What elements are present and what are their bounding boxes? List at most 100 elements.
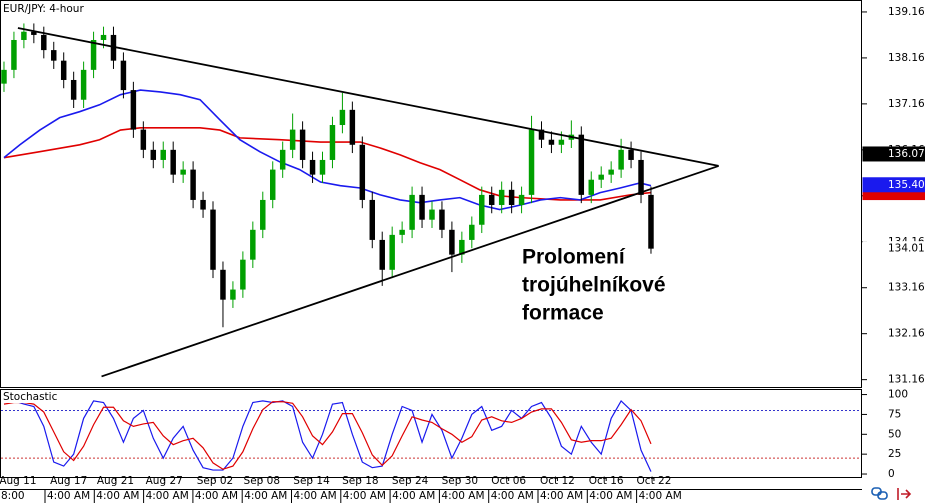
candle-body [110,34,117,61]
time-label: 8:00 [1,490,25,502]
x-tick-label: Sep 24 [392,475,429,487]
y-tick-label: 139.16 [888,6,925,18]
candle-body [120,60,127,91]
time-label: 4:00 AM [639,490,682,502]
x-tick-label: Aug 21 [97,475,134,487]
time-label: 4:00 AM [146,490,189,502]
candle-body [538,129,545,140]
candle-body [1,69,7,84]
stochastic-line [3,399,652,472]
candle-body [140,129,147,150]
price-marker-label: 135.40 [888,179,925,191]
candle-body [51,50,57,61]
panel-title: Stochastic [3,391,58,403]
y-tick-label: 25 [888,448,901,460]
candle-body [389,234,395,270]
candle-body [100,34,107,40]
y-tick-label: 133.16 [888,282,925,294]
candle-body [588,179,594,195]
candle-body [11,39,17,70]
x-tick-label: Sep 18 [342,475,379,487]
candle-body [429,209,435,220]
x-tick-label: Aug 11 [0,475,37,487]
candle-body [299,129,306,160]
x-tick-label: Oct 22 [637,475,672,487]
candle-body [449,229,455,255]
candle-body [70,79,77,100]
candle-body [220,269,226,300]
x-tick-label: Oct 16 [589,475,624,487]
moving-average [3,89,652,211]
price-marker [862,177,925,193]
candle-body [508,189,515,205]
y-tick-label: 100 [888,389,908,401]
y-tick-label: 50 [888,428,901,440]
candle-body [200,199,206,210]
candle-body [269,169,276,200]
candle-body [479,194,485,225]
shift-icon[interactable] [897,488,912,500]
time-label: 4:00 AM [491,490,534,502]
annotation: Prolomení [522,246,626,269]
candle-body [160,149,166,160]
moving-average [3,126,652,201]
candle-body [250,229,256,260]
time-label: 4:00 AM [195,490,238,502]
candle-body [419,194,425,220]
y-tick-label: 137.16 [888,98,925,110]
plot: Prolomení trojúhelníkové formace [1,23,719,472]
link-icon[interactable] [871,487,888,500]
trendline [101,165,719,378]
time-label: 4:00 AM [244,490,287,502]
candle-body [498,189,505,205]
x-tick-label: Oct 06 [491,475,526,487]
candle-body [648,194,654,249]
candle-body [130,90,137,130]
candle-body [459,239,465,255]
candle-body [240,259,246,290]
candle-body [90,39,97,70]
candle-body [409,194,415,230]
candle-body [41,34,47,51]
candle-body [289,129,296,150]
x-tick-label: Sep 08 [244,475,281,487]
stochastic-frame [0,389,862,478]
y-tick-label: 132.16 [888,328,925,340]
time-label: 4:00 AM [589,490,632,502]
candle-body [628,149,634,160]
candle-body [21,31,27,40]
candle-body [80,69,87,100]
y-tick-label: 138.16 [888,52,925,64]
candle-body [359,144,366,200]
candle-body [309,159,316,175]
y-tick-label: 131.16 [888,374,925,386]
candle-body [369,199,376,240]
candle-body [439,209,445,230]
y-tick-label: 75 [888,408,901,420]
candle-body [608,169,614,175]
candle-body [349,109,356,145]
annotation: formace [522,302,604,325]
trendline [17,27,719,167]
price-marker-label: 136.07 [888,148,925,160]
candle-body [469,224,475,240]
time-label: 4:00 AM [294,490,337,502]
x-tick-label: Oct 12 [540,475,575,487]
candle-body [488,194,495,205]
chart-title: EUR/JPY: 4-hour [3,3,84,15]
title-box [1,390,56,403]
time-label: 4:00 AM [343,490,386,502]
candle-body [618,149,624,170]
candle-body [598,174,604,180]
stochastic-line [3,401,652,470]
annotation: trojúhelníkové [522,274,666,297]
x-tick-label: Sep 14 [293,475,330,487]
price-marker-label: 134.01 [888,243,925,255]
time-label: 4:00 AM [540,490,583,502]
candle-body [31,31,37,35]
candle-body [548,139,555,145]
x-tick-label: Sep 02 [197,475,234,487]
